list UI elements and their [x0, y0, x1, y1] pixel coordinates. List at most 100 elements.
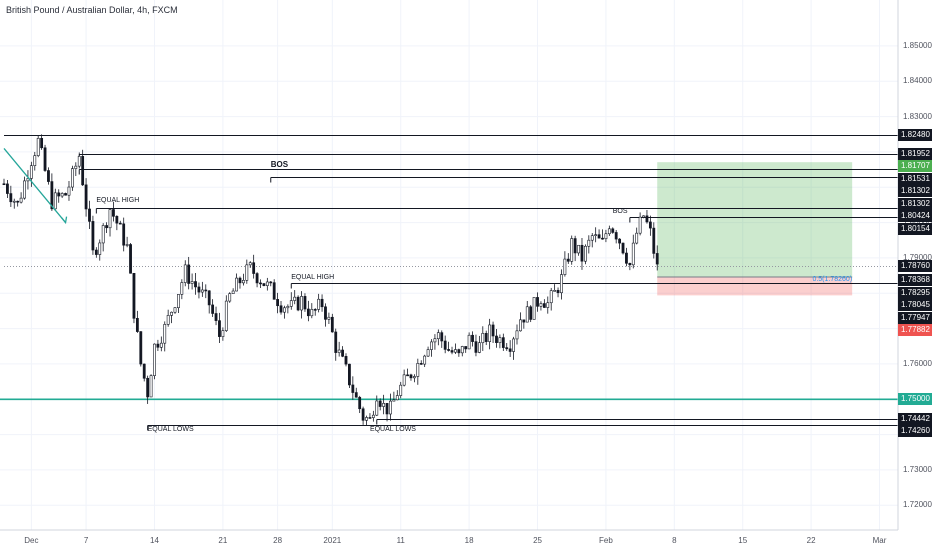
time-tick-label: 7: [83, 536, 89, 545]
candle-bull: [29, 165, 33, 179]
candle-bear: [484, 333, 488, 342]
candle-bear: [361, 408, 365, 421]
candle-bull: [125, 244, 129, 246]
time-tick-label: 15: [738, 536, 748, 545]
candle-bear: [313, 309, 317, 311]
candle-bull: [159, 342, 163, 348]
candle-bear: [368, 417, 372, 419]
candle-bear: [556, 290, 560, 294]
chart-annotation: 0.5(1.78260): [812, 276, 853, 284]
time-tick-label: 11: [396, 536, 405, 545]
candle-bull: [436, 332, 440, 340]
candle-bull: [221, 330, 225, 337]
candle-bull: [395, 395, 399, 401]
candle-bear: [214, 313, 218, 321]
candle-bull: [265, 281, 269, 286]
time-tick-label: 25: [533, 536, 542, 545]
price-tick-label: 1.83000: [903, 111, 932, 121]
candle-bull: [416, 363, 420, 377]
candle-bear: [262, 283, 266, 286]
candle-bear: [655, 253, 659, 265]
time-tick-label: 2021: [323, 536, 342, 545]
grid-lines: [0, 0, 898, 530]
candle-bull: [642, 215, 645, 218]
candle-bull: [26, 178, 30, 182]
candle-bear: [105, 225, 109, 229]
candle-bear: [652, 227, 656, 254]
candles: [2, 134, 659, 426]
chart-annotation: BOS: [612, 207, 628, 215]
candle-bull: [587, 239, 591, 247]
trendline-segment: [3, 147, 67, 224]
candle-bear: [344, 356, 348, 365]
candle-bull: [549, 290, 553, 304]
candle-bull: [327, 316, 331, 320]
candle-bear: [81, 156, 85, 186]
candle-bull: [289, 300, 293, 307]
candle-bull: [60, 193, 64, 197]
candle-bull: [426, 349, 430, 357]
candle-bull: [515, 330, 519, 340]
candle-bear: [91, 221, 95, 251]
candle-bear: [611, 228, 615, 233]
candle-bull: [12, 200, 16, 203]
candle-bull: [153, 343, 156, 376]
time-tick-label: 28: [273, 536, 283, 545]
candle-bear: [296, 296, 300, 311]
candle-bear: [204, 289, 208, 292]
candle-bull: [430, 341, 433, 350]
candle-bear: [580, 244, 584, 262]
candle-bull: [402, 374, 406, 386]
time-tick-label: 8: [672, 536, 677, 545]
candle-bull: [594, 234, 598, 236]
candle-bull: [180, 282, 184, 295]
candle-bear: [351, 384, 355, 393]
candle-bear: [334, 331, 338, 353]
candle-bull: [108, 209, 112, 229]
candle-bull: [283, 307, 286, 313]
candle-bear: [132, 272, 136, 319]
candle-bull: [382, 403, 386, 407]
trendline[interactable]: [3, 147, 68, 225]
candle-bear: [618, 238, 622, 244]
risk-reward-box[interactable]: [657, 162, 853, 296]
candle-bear: [330, 316, 334, 333]
time-tick-label: Dec: [24, 536, 39, 545]
loss-zone: [657, 277, 853, 296]
candle-bear: [358, 396, 362, 410]
candle-bull: [23, 180, 26, 199]
candle-bear: [495, 335, 498, 343]
candle-bull: [293, 296, 297, 301]
candle-bull: [235, 277, 238, 292]
candle-bear: [536, 297, 539, 307]
candle-bull: [635, 232, 639, 244]
candle-bear: [129, 244, 132, 274]
candle-bear: [566, 258, 570, 262]
time-tick-label: 18: [464, 536, 474, 545]
candle-bear: [218, 320, 221, 337]
candle-bear: [118, 222, 122, 225]
candle-bull: [365, 417, 368, 421]
candle-bear: [354, 392, 358, 398]
candle-bear: [142, 363, 146, 379]
candle-bull: [101, 225, 105, 244]
candle-bear: [197, 286, 201, 293]
candle-bull: [74, 165, 78, 169]
profit-zone: [657, 162, 853, 278]
candle-bear: [84, 184, 88, 210]
candle-bear: [505, 347, 509, 350]
candle-bear: [272, 282, 276, 300]
candle-bear: [440, 332, 444, 342]
horizontal-levels[interactable]: [0, 135, 898, 431]
candle-bull: [423, 355, 427, 365]
price-label: 1.75000: [898, 393, 932, 406]
candle-bear: [50, 181, 54, 210]
price-label: 1.74442: [898, 412, 932, 425]
candle-bull: [583, 245, 587, 262]
trendline-arrowhead: [61, 216, 68, 225]
candle-bear: [187, 264, 191, 284]
candle-bull: [546, 302, 550, 308]
candle-bull: [399, 384, 403, 396]
candle-bear: [57, 192, 61, 197]
